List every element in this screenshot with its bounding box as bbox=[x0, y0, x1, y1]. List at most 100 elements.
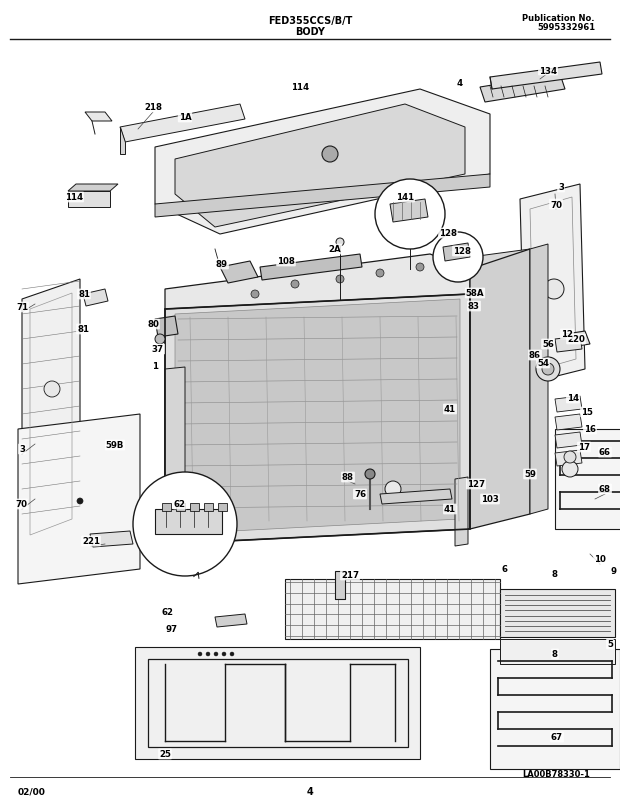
Polygon shape bbox=[335, 571, 345, 599]
Polygon shape bbox=[175, 300, 460, 534]
Text: FED355CCS/B/T: FED355CCS/B/T bbox=[268, 16, 352, 26]
Text: 25: 25 bbox=[159, 749, 171, 759]
Polygon shape bbox=[530, 245, 548, 515]
Polygon shape bbox=[165, 255, 470, 329]
Text: 76: 76 bbox=[354, 490, 366, 499]
Polygon shape bbox=[68, 192, 110, 208]
Circle shape bbox=[365, 470, 375, 479]
Polygon shape bbox=[175, 105, 465, 228]
Text: 54: 54 bbox=[537, 359, 549, 368]
Polygon shape bbox=[260, 255, 362, 281]
Text: 59: 59 bbox=[524, 470, 536, 479]
Text: 8: 8 bbox=[552, 570, 558, 579]
Text: LA00B78330-1: LA00B78330-1 bbox=[522, 769, 590, 778]
Text: 70: 70 bbox=[550, 200, 562, 210]
Text: 3: 3 bbox=[19, 445, 25, 454]
Polygon shape bbox=[566, 332, 590, 348]
Text: 4: 4 bbox=[457, 79, 463, 88]
Text: 6: 6 bbox=[502, 565, 508, 574]
Polygon shape bbox=[22, 279, 80, 549]
Text: 8: 8 bbox=[552, 650, 558, 658]
Circle shape bbox=[562, 462, 578, 478]
Text: BODY: BODY bbox=[295, 27, 325, 37]
Polygon shape bbox=[500, 589, 615, 638]
Text: 2A: 2A bbox=[329, 245, 342, 255]
Polygon shape bbox=[85, 113, 112, 122]
Text: 41: 41 bbox=[444, 405, 456, 414]
Polygon shape bbox=[380, 489, 452, 504]
Text: 62: 62 bbox=[162, 608, 174, 617]
Text: 15: 15 bbox=[581, 408, 593, 417]
Text: 86: 86 bbox=[529, 351, 541, 360]
Text: 02/00: 02/00 bbox=[18, 786, 46, 796]
Text: 4: 4 bbox=[307, 786, 313, 796]
Text: 12: 12 bbox=[561, 330, 573, 339]
Text: 1: 1 bbox=[152, 362, 158, 371]
Circle shape bbox=[214, 652, 218, 656]
Polygon shape bbox=[500, 639, 615, 664]
Circle shape bbox=[544, 279, 564, 300]
Polygon shape bbox=[555, 430, 620, 529]
Text: 103: 103 bbox=[481, 495, 499, 503]
Text: 67: 67 bbox=[551, 732, 563, 742]
Text: Publication No.: Publication No. bbox=[523, 14, 595, 23]
Polygon shape bbox=[490, 649, 620, 769]
Text: 114: 114 bbox=[291, 84, 309, 92]
Circle shape bbox=[77, 499, 83, 504]
Text: 16: 16 bbox=[584, 425, 596, 434]
Polygon shape bbox=[490, 63, 602, 90]
Circle shape bbox=[198, 652, 202, 656]
Polygon shape bbox=[555, 450, 582, 467]
Polygon shape bbox=[155, 90, 490, 234]
Text: 108: 108 bbox=[277, 257, 295, 266]
Polygon shape bbox=[90, 532, 133, 548]
Text: 10: 10 bbox=[594, 555, 606, 564]
Text: 62: 62 bbox=[174, 500, 186, 509]
Circle shape bbox=[222, 652, 226, 656]
Circle shape bbox=[155, 335, 165, 344]
Circle shape bbox=[385, 482, 401, 497]
Text: 59B: 59B bbox=[106, 441, 124, 450]
Polygon shape bbox=[68, 185, 118, 192]
Polygon shape bbox=[470, 250, 530, 529]
Polygon shape bbox=[165, 295, 470, 544]
Text: 97: 97 bbox=[166, 625, 178, 634]
Polygon shape bbox=[176, 503, 185, 512]
Text: 80: 80 bbox=[147, 320, 159, 329]
Text: 81: 81 bbox=[77, 325, 89, 334]
Polygon shape bbox=[480, 75, 565, 103]
Text: 127: 127 bbox=[467, 480, 485, 489]
Circle shape bbox=[322, 147, 338, 163]
Circle shape bbox=[376, 270, 384, 278]
Polygon shape bbox=[218, 503, 227, 512]
Polygon shape bbox=[18, 414, 140, 585]
Circle shape bbox=[133, 472, 237, 577]
Text: 5995332961: 5995332961 bbox=[537, 23, 595, 32]
Circle shape bbox=[336, 275, 344, 283]
Text: 9: 9 bbox=[611, 567, 617, 576]
Text: 68: 68 bbox=[599, 485, 611, 494]
Text: 37: 37 bbox=[152, 345, 164, 354]
Text: 41: 41 bbox=[444, 505, 456, 514]
Polygon shape bbox=[83, 290, 108, 307]
Polygon shape bbox=[520, 185, 585, 385]
Text: 128: 128 bbox=[439, 229, 457, 238]
Circle shape bbox=[416, 263, 424, 271]
Polygon shape bbox=[155, 509, 222, 534]
Text: 114: 114 bbox=[65, 194, 83, 202]
Circle shape bbox=[433, 233, 483, 283]
Polygon shape bbox=[285, 579, 500, 639]
Text: 128: 128 bbox=[453, 247, 471, 256]
Text: 5: 5 bbox=[607, 640, 613, 649]
Polygon shape bbox=[215, 614, 247, 627]
Polygon shape bbox=[220, 262, 258, 283]
Polygon shape bbox=[120, 105, 245, 143]
Circle shape bbox=[251, 291, 259, 299]
Polygon shape bbox=[555, 397, 582, 413]
Circle shape bbox=[230, 652, 234, 656]
Circle shape bbox=[375, 180, 445, 250]
Text: 70: 70 bbox=[15, 500, 27, 509]
Text: 17: 17 bbox=[578, 443, 590, 452]
Text: 89: 89 bbox=[216, 260, 228, 269]
Polygon shape bbox=[135, 647, 420, 759]
